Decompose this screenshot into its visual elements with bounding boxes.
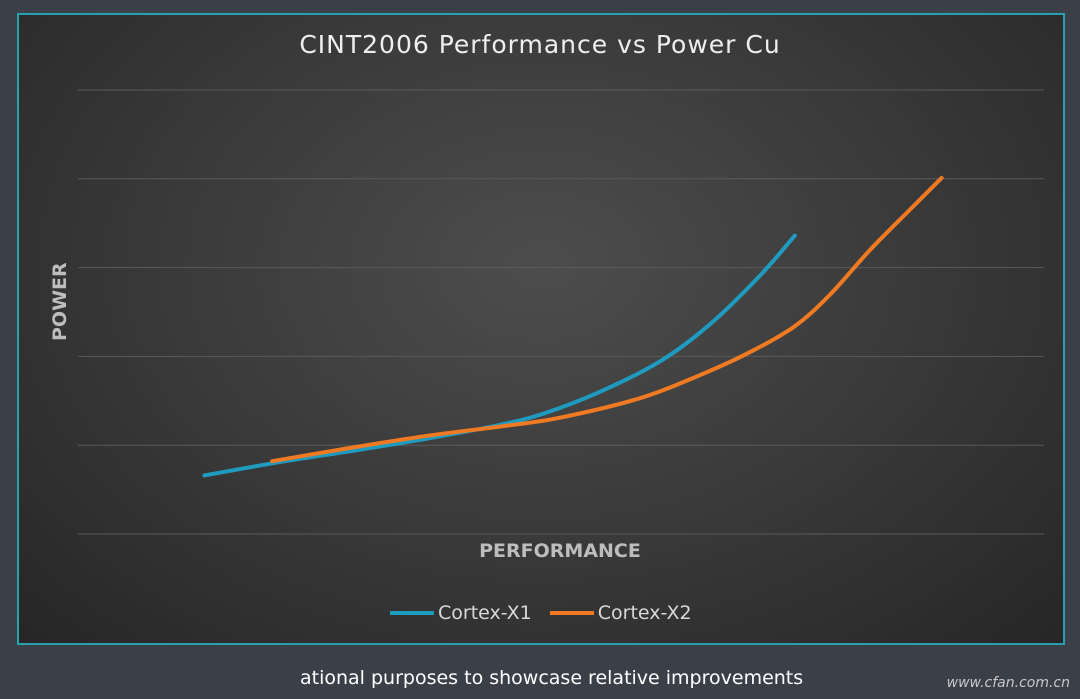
legend-label: Cortex-X2: [597, 602, 692, 624]
footer-note: ational purposes to showcase relative im…: [300, 667, 804, 689]
legend: Cortex-X1 Cortex-X2: [390, 602, 692, 624]
chart-frame: [17, 13, 1065, 645]
legend-label: Cortex-X1: [438, 602, 532, 624]
y-axis-label: POWER: [49, 262, 71, 341]
legend-item-cortex-x1: Cortex-X1: [390, 602, 532, 624]
legend-swatch-cortex-x1: [390, 611, 434, 615]
series-line-cortex-x2: [270, 175, 944, 464]
chart-title: CINT2006 Performance vs Power Cu: [299, 30, 781, 59]
series-line-cortex-x1: [202, 233, 797, 478]
legend-swatch-cortex-x2: [549, 611, 594, 615]
x-axis-label: PERFORMANCE: [479, 540, 641, 562]
legend-item-cortex-x2: Cortex-X2: [549, 602, 692, 624]
watermark: www.cfan.com.cn: [946, 675, 1070, 691]
